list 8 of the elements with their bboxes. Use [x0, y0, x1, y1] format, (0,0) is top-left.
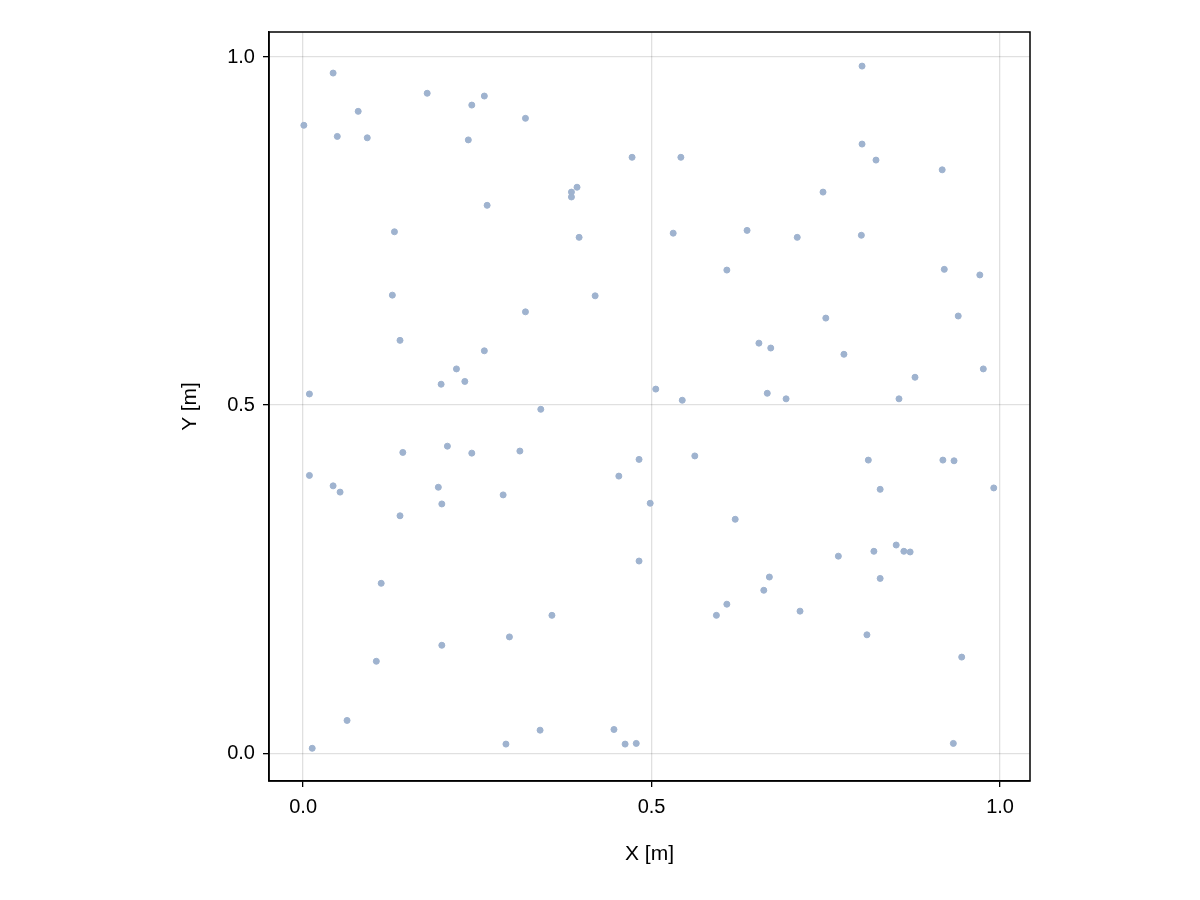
x-axis-title: X [m]	[624, 841, 675, 865]
x-tick-label: 0.5	[637, 794, 666, 817]
x-tick-label: 1.0	[986, 794, 1014, 817]
y-axis-title: Y [m]	[177, 382, 201, 431]
y-tick-label: 0.5	[227, 392, 255, 415]
y-tick-label: 0.0	[227, 740, 255, 763]
x-tick-label: 0.0	[289, 794, 318, 817]
y-tick-label: 1.0	[227, 44, 255, 67]
